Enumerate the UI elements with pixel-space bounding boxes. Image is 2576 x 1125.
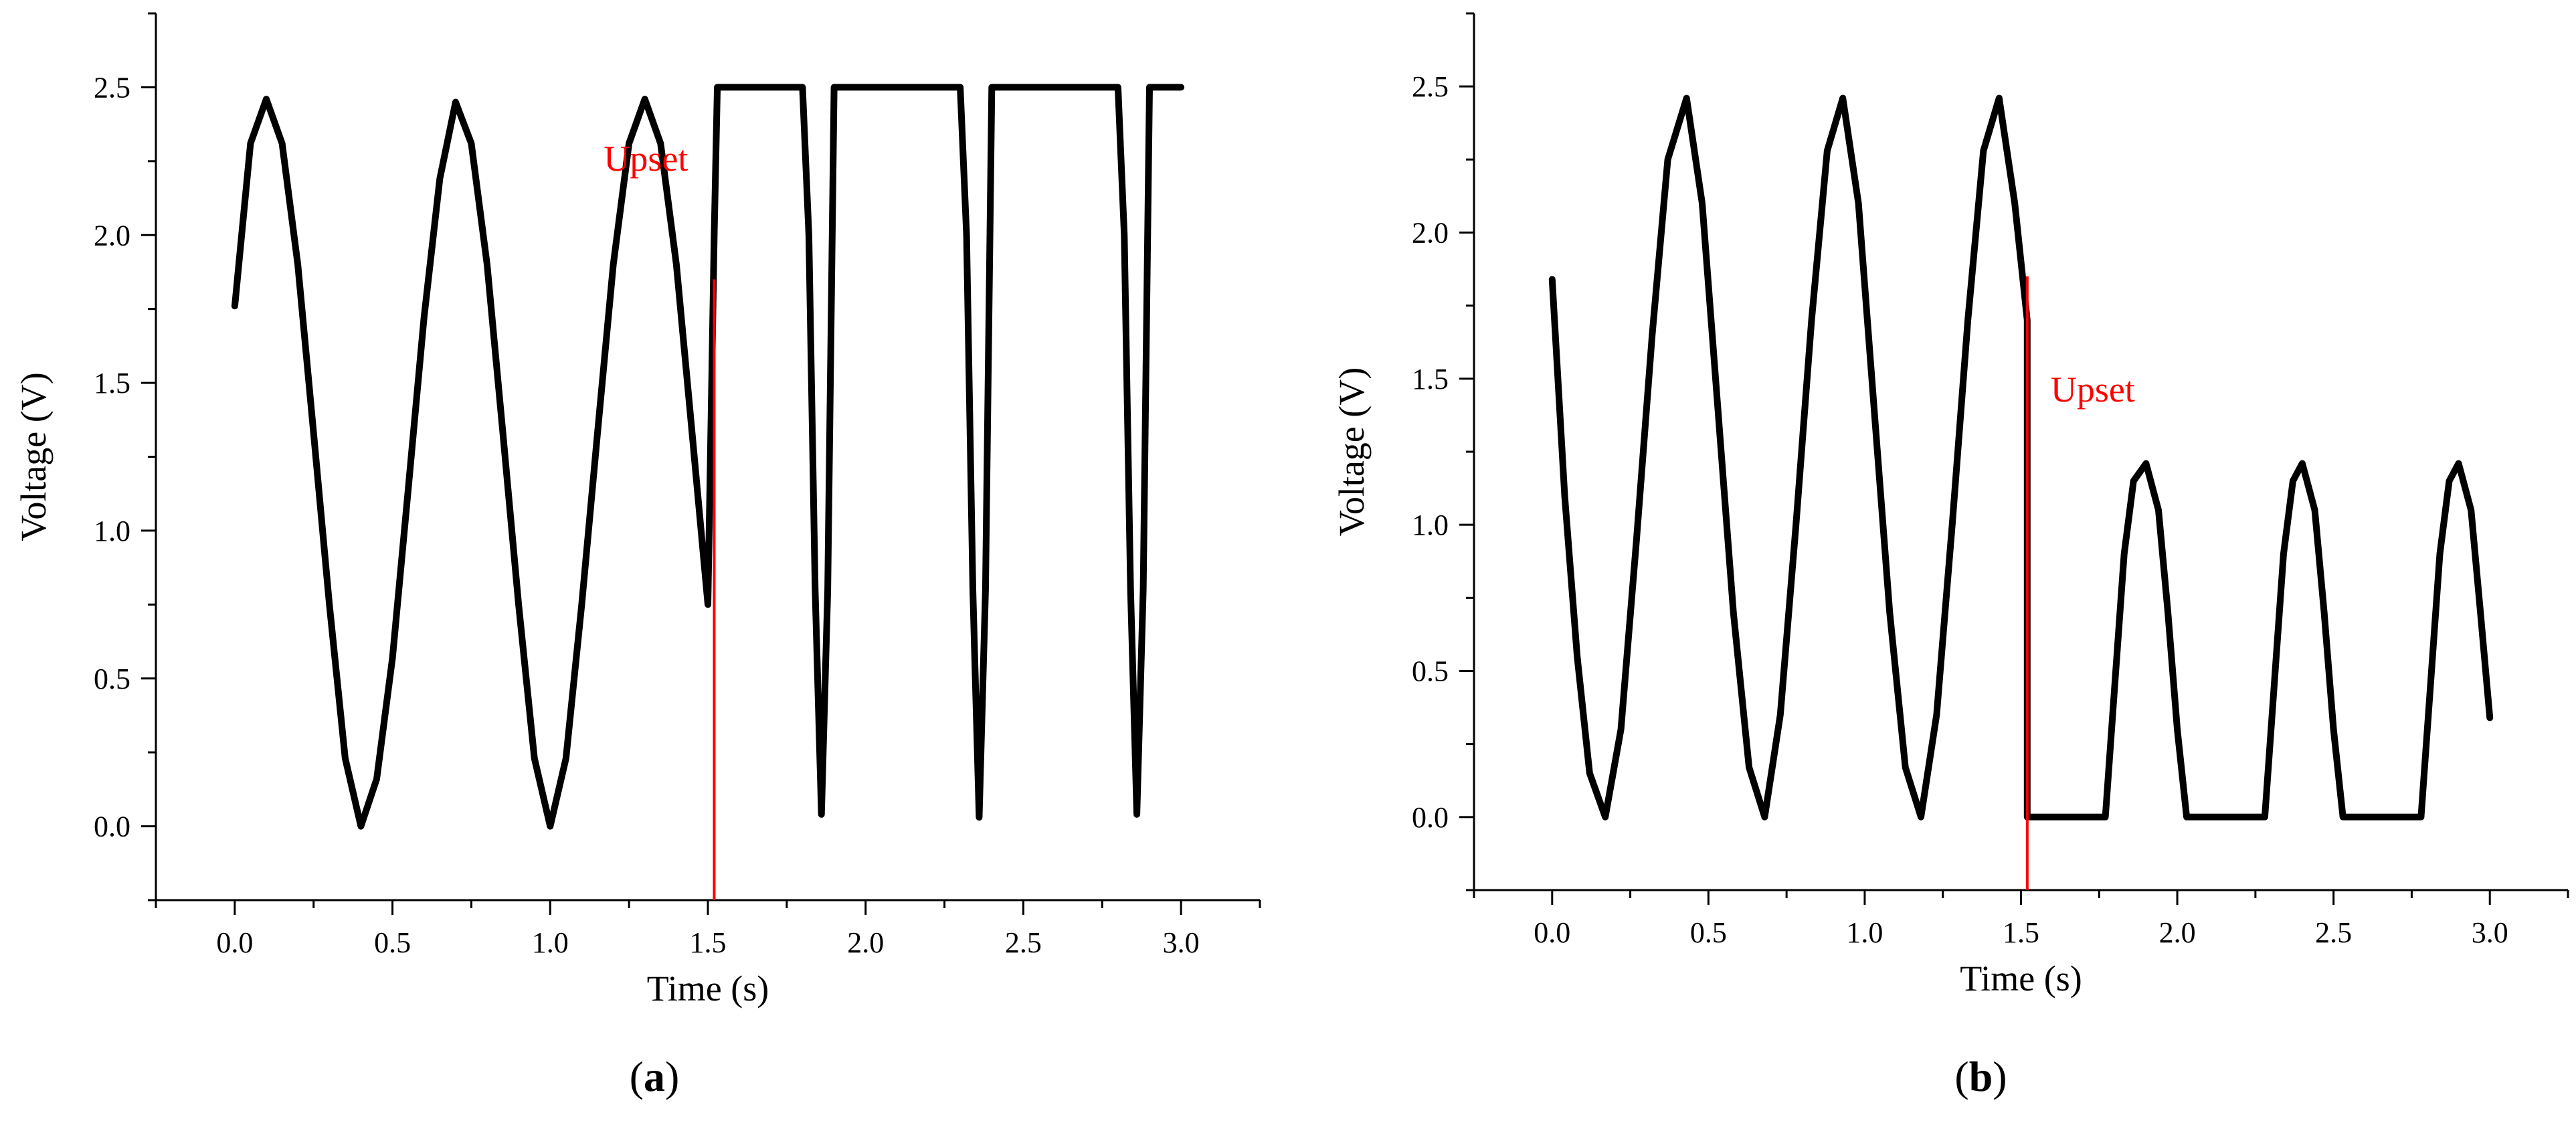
chart-a-x-tick-label: 1.0	[532, 926, 569, 959]
chart-a-y-tick-label: 2.0	[94, 219, 130, 252]
chart-a-y-tick-label: 0.5	[94, 663, 130, 695]
chart-b-y-tick-label: 2.5	[1412, 70, 1449, 103]
chart-b-x-tick-label: 3.0	[2472, 916, 2508, 949]
chart-b-x-tick-label: 2.5	[2315, 916, 2352, 949]
chart-a-x-tick-label: 2.0	[847, 926, 884, 959]
chart-b-x-tick-label: 1.5	[2003, 916, 2039, 949]
chart-a-y-axis-label: Voltage (V)	[13, 372, 54, 541]
chart-b-y-tick-label: 2.0	[1412, 217, 1449, 250]
chart-b-y-axis-label: Voltage (V)	[1331, 367, 1372, 536]
chart-b-x-tick-label: 0.0	[1534, 916, 1570, 949]
chart-a-y-tick-label: 1.0	[94, 515, 130, 547]
chart-a-x-axis-label: Time (s)	[647, 968, 769, 1009]
chart-a-x-tick-label: 2.5	[1005, 926, 1042, 959]
chart-b-x-tick-label: 0.5	[1690, 916, 1727, 949]
chart-a-upset-label: Upset	[604, 139, 688, 179]
chart-a: 0.0 0.5 1.0 1.5 2.0 2.5 3.0 0.0 0.5 1.0 1.5 2.0 2.5 T…	[13, 12, 1261, 1100]
chart-a-x-tick-label: 3.0	[1163, 926, 1200, 959]
chart-b-series-line	[1548, 94, 2494, 820]
chart-b-y-tick-label: 1.5	[1412, 363, 1449, 396]
chart-b: 0.0 0.5 1.0 1.5 2.0 2.5 3.0 0.0 0.5 1.0 1.5 2.0 2.5 T…	[1331, 12, 2569, 1100]
chart-b-upset-label: Upset	[2051, 369, 2135, 410]
chart-a-y-tick-label: 2.5	[94, 71, 130, 104]
chart-a-y-tick-label: 0.0	[94, 810, 130, 843]
chart-b-y-tick-label: 1.0	[1412, 509, 1449, 541]
chart-a-x-tick-label: 1.5	[690, 926, 727, 959]
chart-b-panel-label: (b)	[1954, 1053, 2007, 1100]
chart-a-series-line	[231, 84, 1185, 830]
chart-b-y-tick-label: 0.0	[1412, 801, 1449, 834]
chart-a-panel-label: (a)	[630, 1053, 680, 1100]
chart-b-x-tick-label: 1.0	[1846, 916, 1883, 949]
chart-a-x-tick-label: 0.0	[216, 926, 253, 959]
chart-b-x-tick-label: 2.0	[2159, 916, 2196, 949]
chart-b-y-tick-label: 0.5	[1412, 655, 1449, 688]
chart-a-y-tick-label: 1.5	[94, 367, 130, 400]
chart-a-x-tick-label: 0.5	[374, 926, 411, 959]
chart-b-x-axis-label: Time (s)	[1960, 958, 2082, 999]
panel-b: 0.0 0.5 1.0 1.5 2.0 2.5 3.0 0.0 0.5 1.0 1.5 2.0 2.5 T…	[1288, 0, 2576, 1125]
panel-a: 0.0 0.5 1.0 1.5 2.0 2.5 3.0 0.0 0.5 1.0 1.5 2.0 2.5 T…	[13, 12, 1261, 1100]
